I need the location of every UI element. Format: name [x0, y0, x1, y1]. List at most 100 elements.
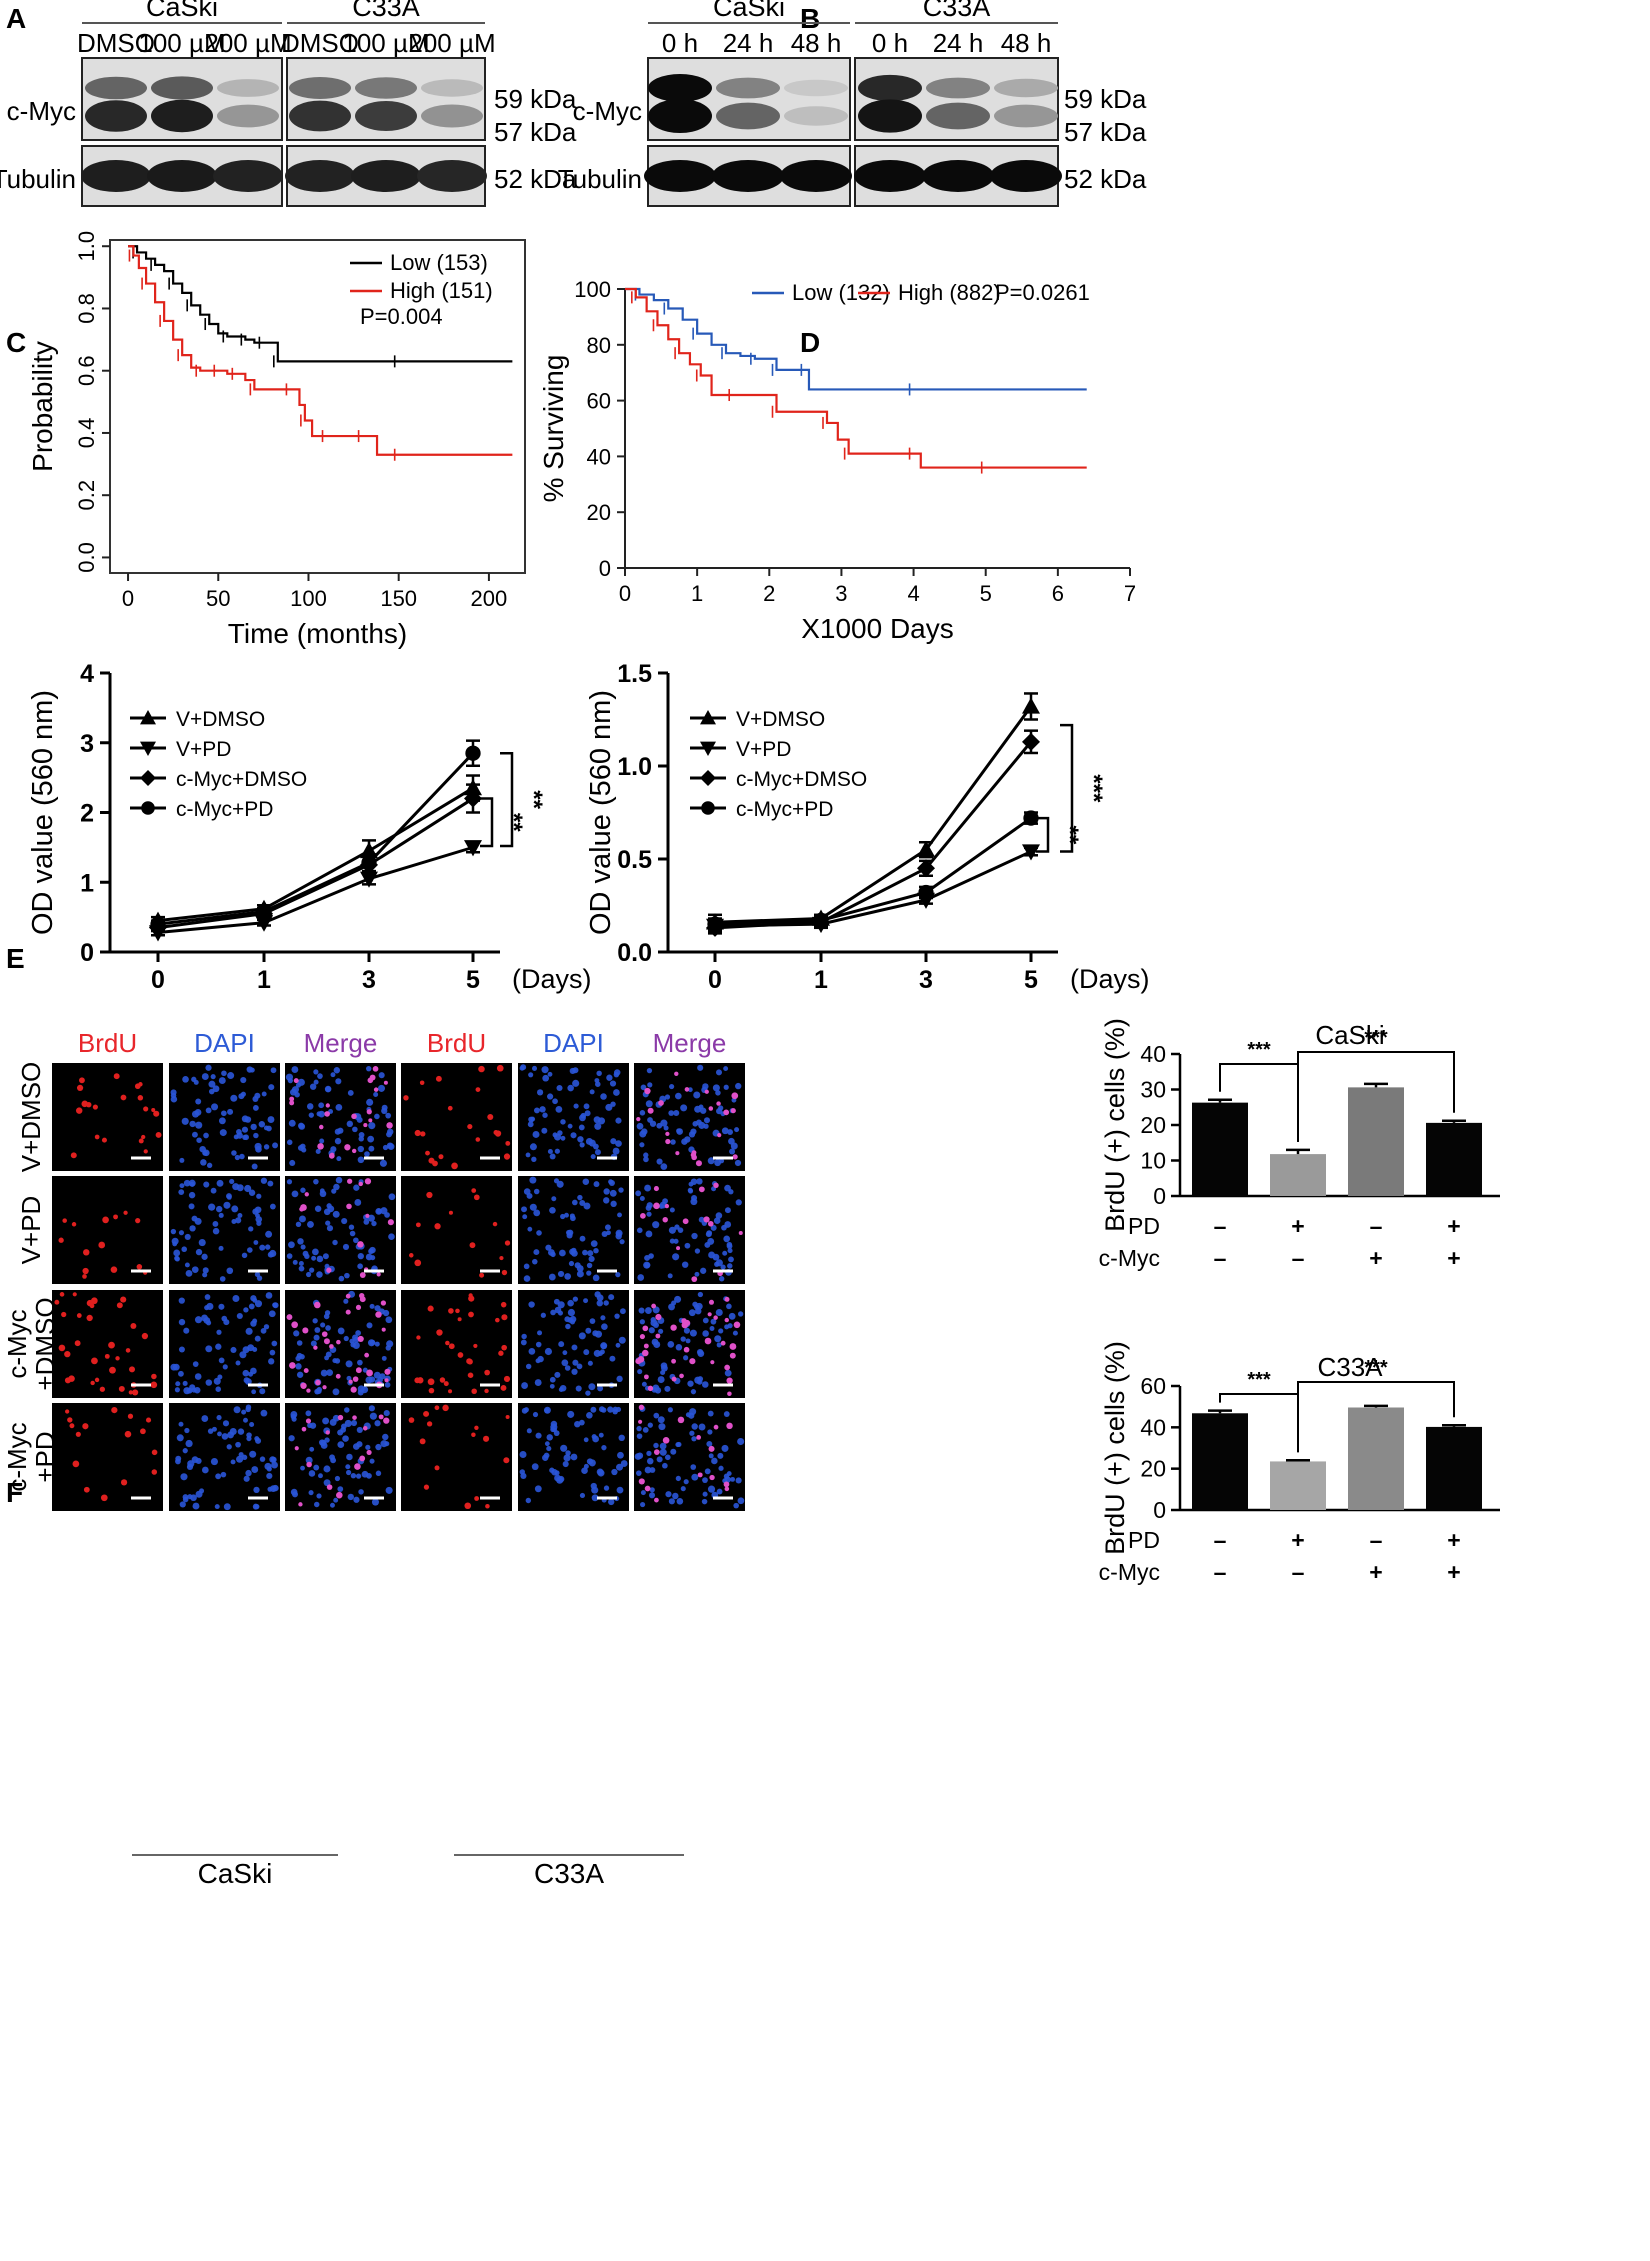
marker-triangle-down [255, 915, 273, 932]
nucleus-brdu [375, 1311, 382, 1318]
nucleus-brdu [408, 1253, 414, 1258]
nucleus-dapi [559, 1384, 567, 1392]
nucleus-brdu [698, 1186, 705, 1193]
nucleus-brdu [724, 1364, 730, 1371]
nucleus-dapi [245, 1406, 251, 1413]
nucleus-dapi [556, 1476, 564, 1484]
nucleus-brdu [358, 1181, 363, 1187]
series-line [157, 752, 475, 926]
nucleus-dapi [341, 1217, 348, 1225]
legend-label: V+PD [736, 738, 791, 761]
nucleus-dapi [521, 1206, 527, 1213]
y-tick-label: 1.5 [617, 660, 652, 688]
band-tubulin [644, 160, 716, 192]
nucleus-brdu [427, 1378, 435, 1386]
nucleus-dapi [230, 1094, 238, 1102]
nucleus-dapi [591, 1486, 599, 1494]
nucleus-dapi [302, 1250, 309, 1257]
nucleus-brdu [82, 1267, 89, 1275]
marker-triangle-up [700, 710, 716, 725]
nucleus-dapi [616, 1375, 623, 1383]
nucleus-dapi [698, 1216, 705, 1223]
nucleus-dapi [696, 1379, 703, 1385]
nucleus-brdu [471, 1432, 476, 1437]
bar [1426, 1122, 1482, 1196]
y-tick-label: 0.2 [74, 480, 99, 511]
nucleus-dapi [368, 1145, 375, 1152]
nucleus-dapi [184, 1262, 190, 1268]
nucleus-dapi [249, 1422, 255, 1428]
nucleus-dapi [170, 1089, 177, 1096]
nucleus-dapi [256, 1275, 263, 1281]
nucleus-brdu [483, 1435, 490, 1442]
nucleus-dapi [373, 1092, 379, 1097]
nucleus-dapi [684, 1136, 691, 1143]
nucleus-dapi [710, 1318, 717, 1325]
nucleus-dapi [326, 1225, 334, 1232]
nucleus-dapi [723, 1084, 729, 1090]
nucleus-brdu [305, 1418, 312, 1424]
nucleus-dapi [286, 1253, 293, 1259]
blot-group-label: CaSki [713, 0, 785, 22]
x-tick-label: 50 [206, 586, 230, 611]
nucleus-dapi [535, 1432, 542, 1439]
nucleus-dapi [533, 1188, 540, 1195]
nucleus-brdu [94, 1134, 100, 1140]
nucleus-brdu [713, 1315, 718, 1320]
nucleus-dapi [216, 1179, 224, 1187]
nucleus-dapi [668, 1303, 676, 1311]
nucleus-dapi [619, 1239, 625, 1245]
nucleus-dapi [605, 1103, 613, 1111]
band-tubulin [417, 160, 487, 192]
nucleus-dapi [669, 1084, 675, 1090]
nucleus-dapi [195, 1098, 202, 1105]
nucleus-dapi [688, 1309, 696, 1317]
nucleus-dapi [244, 1116, 252, 1123]
blot-size-59: 59 kDa [1064, 84, 1147, 114]
nucleus-dapi [567, 1410, 575, 1418]
x-tick-label: 3 [835, 581, 847, 606]
y-axis-title: Probability [27, 341, 58, 472]
nucleus-dapi [707, 1429, 713, 1435]
nucleus-brdu [467, 1372, 474, 1378]
nucleus-dapi [642, 1426, 649, 1433]
nucleus-dapi [241, 1409, 247, 1415]
nucleus-dapi [711, 1457, 718, 1465]
nucleus-dapi [170, 1228, 177, 1235]
nucleus-dapi [374, 1113, 380, 1120]
band-59kda [85, 76, 147, 100]
band-57kda [421, 104, 483, 128]
nucleus-dapi [191, 1266, 199, 1274]
nucleus-dapi [661, 1364, 668, 1372]
nucleus-dapi [350, 1473, 357, 1479]
nucleus-dapi [593, 1247, 599, 1254]
nucleus-dapi [316, 1493, 322, 1499]
nucleus-dapi [318, 1473, 323, 1479]
band-59kda [858, 74, 922, 102]
nucleus-dapi [182, 1494, 189, 1500]
series-line [714, 740, 1033, 930]
nucleus-dapi [271, 1461, 278, 1469]
nucleus-dapi [586, 1411, 593, 1419]
nucleus-brdu [471, 1388, 477, 1395]
nucleus-dapi [333, 1497, 339, 1503]
nucleus-brdu [500, 1385, 507, 1391]
nucleus-dapi [353, 1443, 360, 1450]
nucleus-dapi [594, 1330, 603, 1338]
nucleus-dapi [719, 1158, 725, 1164]
nucleus-dapi [325, 1086, 331, 1093]
nucleus-brdu [704, 1337, 712, 1345]
nucleus-dapi [342, 1243, 350, 1250]
nucleus-dapi [248, 1189, 256, 1196]
blot-lane-label: 48 h [791, 28, 842, 58]
micrograph-channel-header: BrdU [78, 1028, 137, 1058]
nucleus-dapi [298, 1265, 305, 1272]
nucleus-dapi [236, 1312, 243, 1320]
nucleus-dapi [334, 1137, 342, 1145]
nucleus-brdu [115, 1356, 120, 1361]
nucleus-dapi [594, 1122, 602, 1130]
nucleus-brdu [64, 1377, 71, 1384]
x-tick-label: 150 [380, 586, 417, 611]
nucleus-dapi [221, 1315, 228, 1322]
nucleus-brdu [366, 1109, 372, 1115]
